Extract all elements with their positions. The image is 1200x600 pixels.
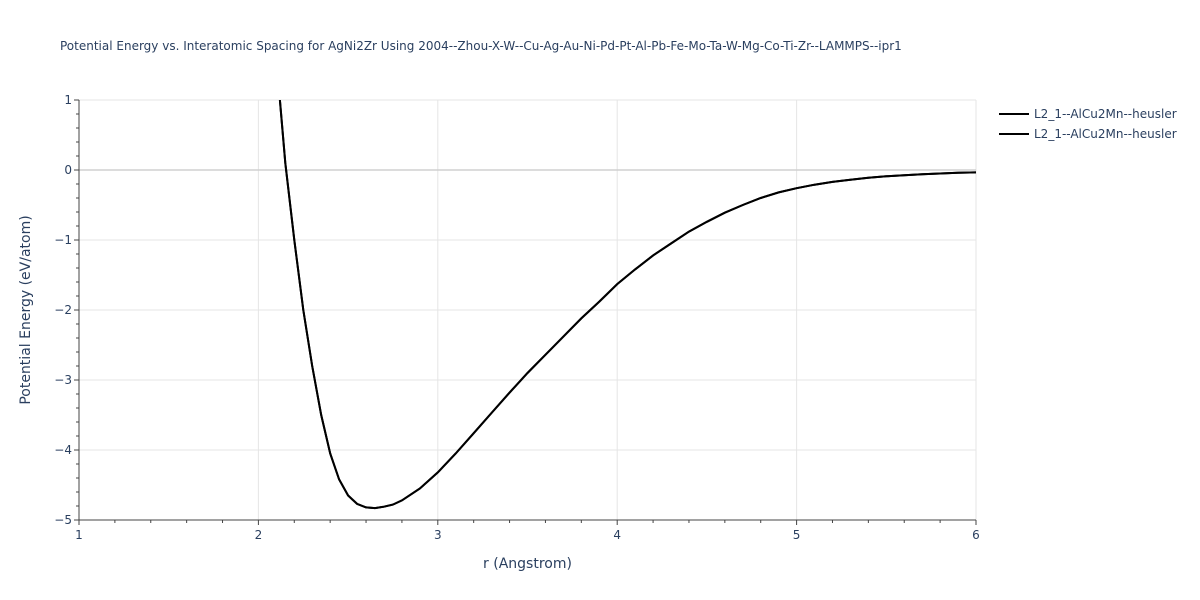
x-tick-label: 5 [793,528,801,542]
y-axis-title: Potential Energy (eV/atom) [18,215,34,404]
x-tick-label: 4 [613,528,621,542]
x-tick-label: 1 [75,528,83,542]
y-tick-label: −3 [54,373,72,387]
x-tick-label: 2 [255,528,263,542]
series-line-2 [278,100,976,510]
chart-title: Potential Energy vs. Interatomic Spacing… [60,39,902,53]
y-tick-label: −4 [54,443,72,457]
x-axis-title: r (Angstrom) [483,556,572,572]
x-tick-label: 6 [972,528,980,542]
y-tick-label: −5 [54,513,72,527]
grid-lines [79,99,977,520]
legend-item[interactable]: L2_1--AlCu2Mn--heusler [999,107,1177,121]
y-tick-label: −2 [54,303,72,317]
series-layer [278,100,976,510]
axes: 1 2 3 4 5 6 1 0 −1 −2 −3 −4 −5 [54,93,980,542]
y-tick-label: −1 [54,233,72,247]
legend-label: L2_1--AlCu2Mn--heusler [1034,107,1177,121]
legend-label: L2_1--AlCu2Mn--heusler [1034,127,1177,141]
x-tick-label: 3 [434,528,442,542]
legend-item[interactable]: L2_1--AlCu2Mn--heusler [999,127,1177,141]
y-tick-label: 0 [64,163,72,177]
y-tick-label: 1 [64,93,72,107]
legend[interactable]: L2_1--AlCu2Mn--heusler L2_1--AlCu2Mn--heu… [999,107,1177,141]
